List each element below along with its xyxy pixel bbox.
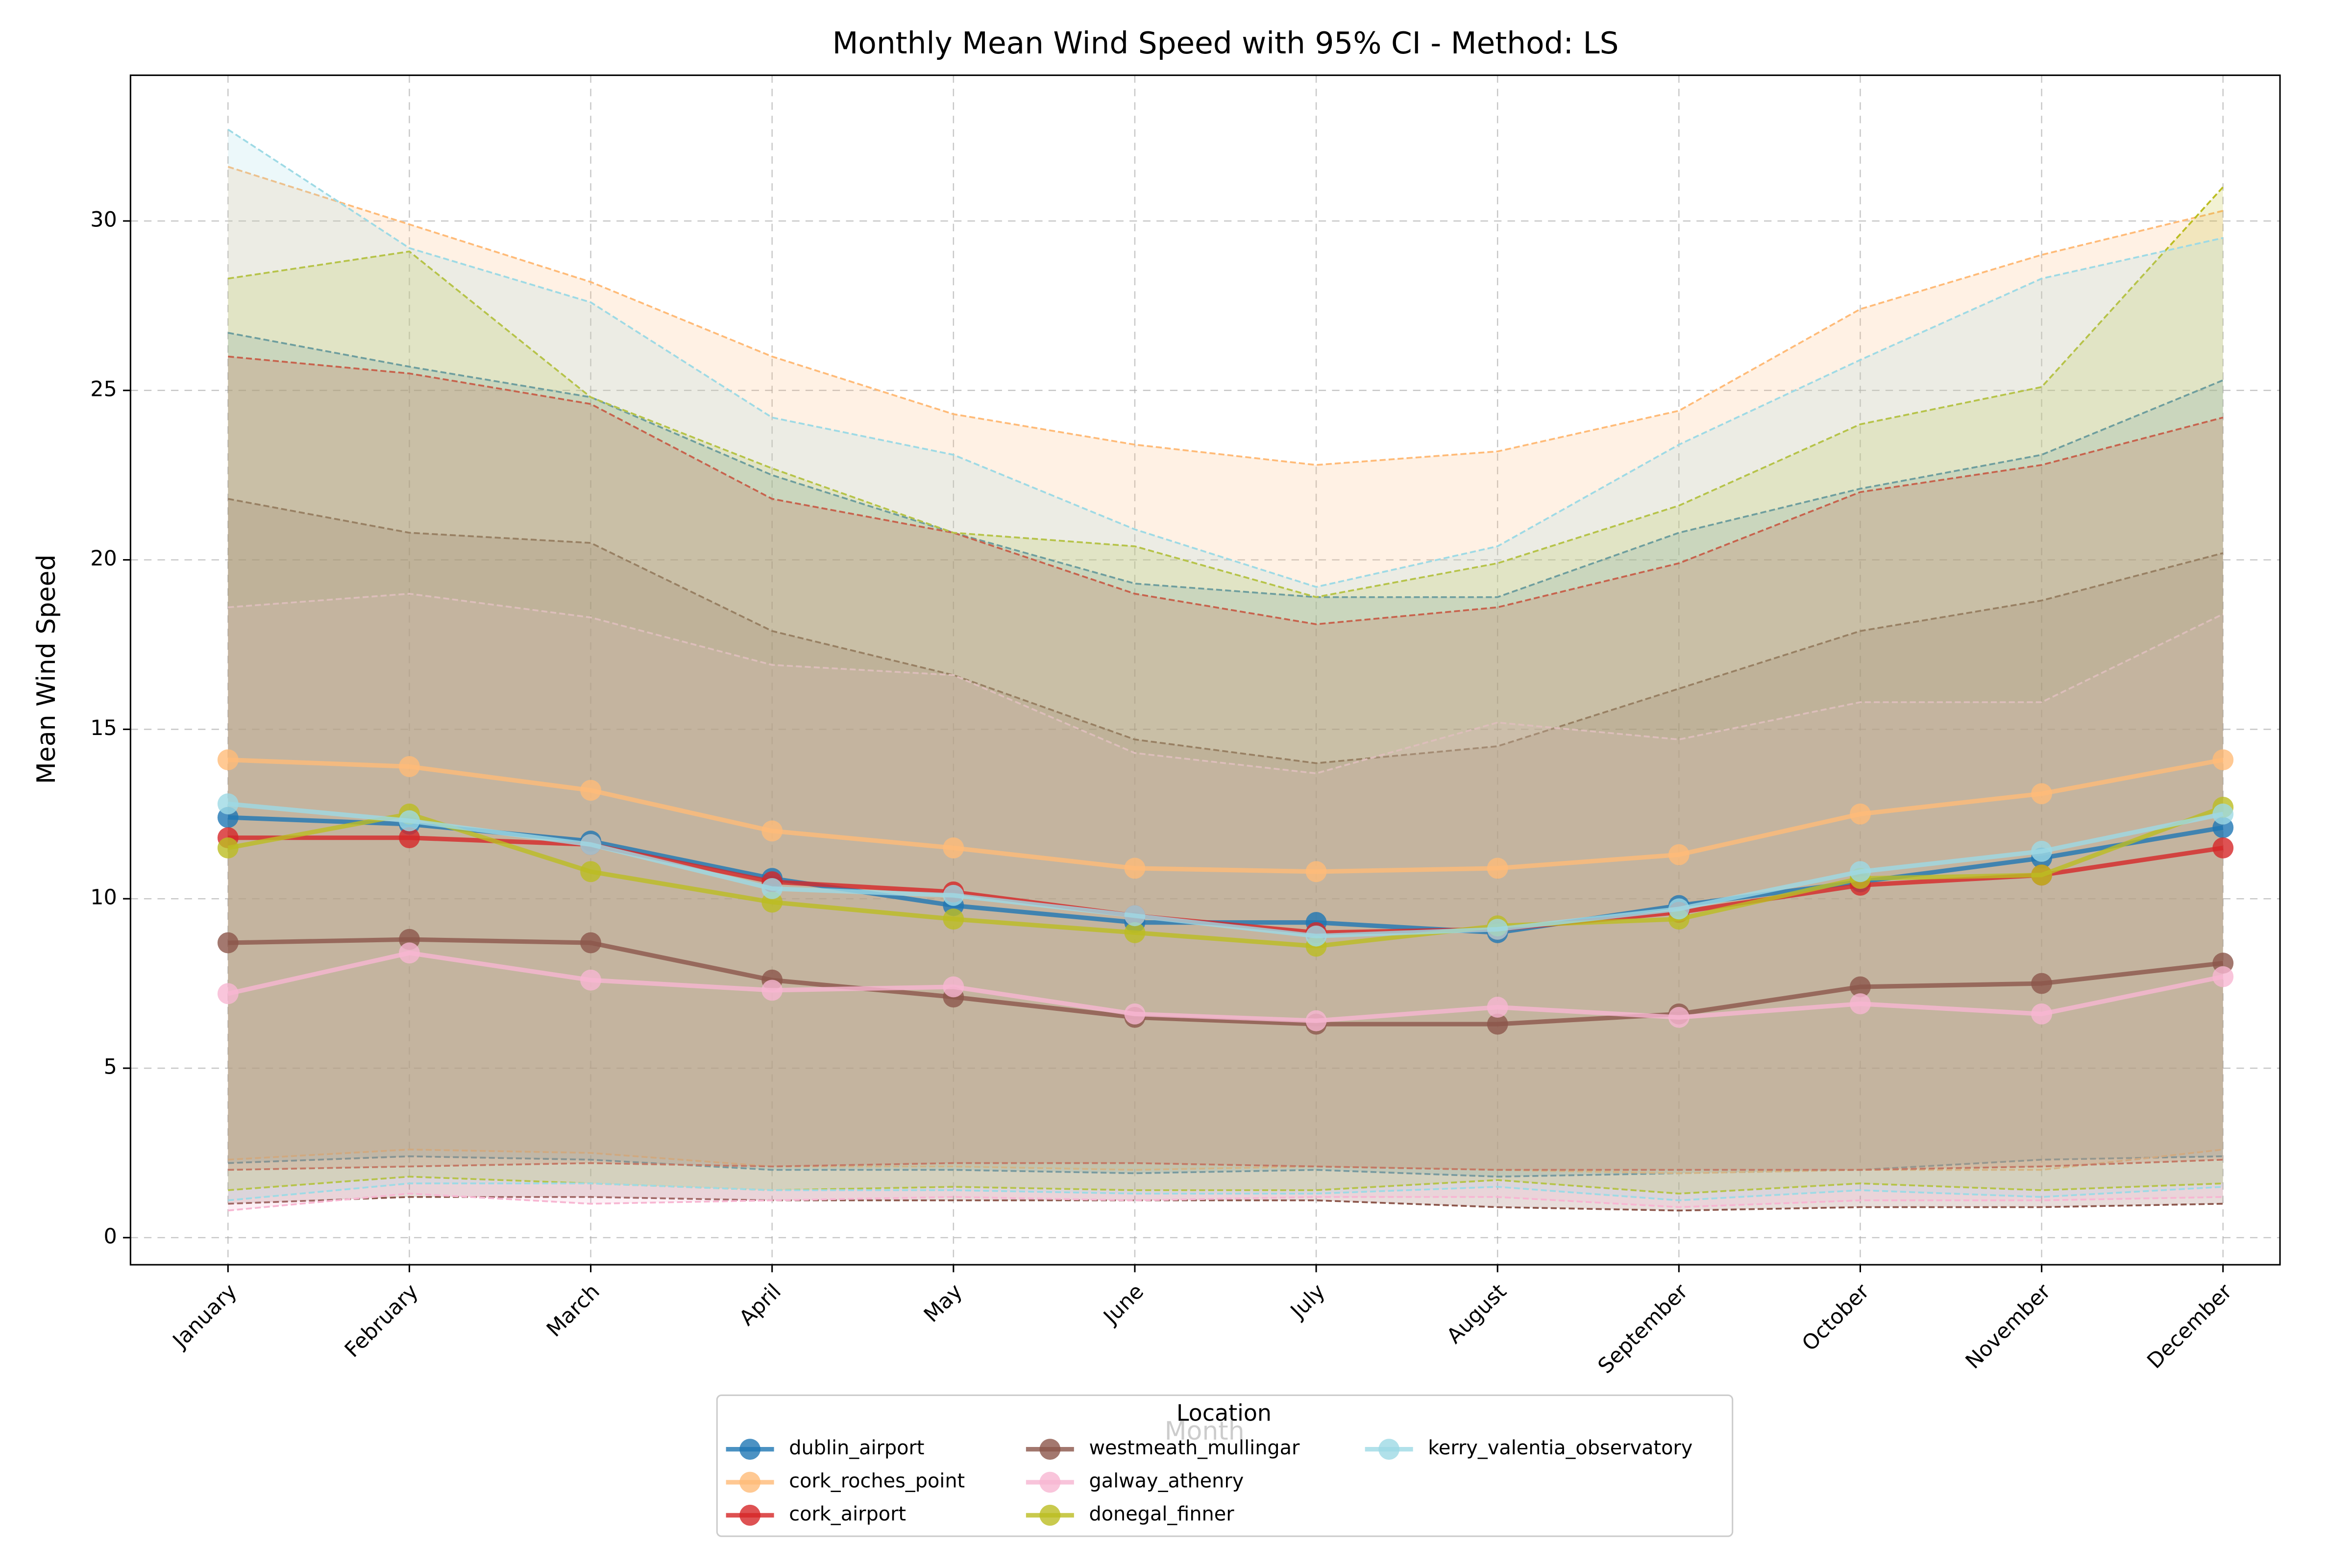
ci-band <box>228 187 2223 1194</box>
mean-marker <box>580 861 601 882</box>
y-tick-label: 10 <box>90 885 117 910</box>
ci-upper-line <box>228 186 2224 598</box>
mean-marker <box>1850 803 1871 825</box>
mean-marker <box>761 820 783 842</box>
y-tick-label: 25 <box>90 377 117 401</box>
mean-marker <box>399 942 420 964</box>
mean-marker <box>2031 864 2053 886</box>
mean-marker <box>1487 1013 1508 1035</box>
legend-marker <box>1039 1471 1061 1493</box>
mean-marker <box>217 749 239 771</box>
ci-band <box>228 499 2223 1211</box>
ci-band <box>228 593 2223 1211</box>
legend-label: dublin_airport <box>789 1437 924 1459</box>
mean-line <box>227 805 2224 949</box>
ci-band <box>228 129 2223 1200</box>
legend-marker <box>739 1471 761 1493</box>
ci-lower-line <box>228 1176 2223 1195</box>
mean-marker <box>2031 973 2053 994</box>
mean-marker <box>1124 1003 1146 1025</box>
legend: Location dublin_airport cork_roches_pointc… <box>716 1394 1734 1537</box>
mean-marker <box>217 983 239 1004</box>
ci-upper-line <box>228 592 2224 775</box>
mean-marker <box>1487 997 1508 1018</box>
mean-marker <box>2031 783 2053 805</box>
mean-marker <box>943 884 964 906</box>
legend-label: westmeath_mullingar <box>1089 1437 1300 1459</box>
legend-title: Location <box>1176 1400 1272 1426</box>
mean-marker <box>2212 837 2234 858</box>
ci-upper-line <box>227 166 2224 466</box>
ci-upper-line <box>228 355 2224 625</box>
mean-line <box>228 758 2224 874</box>
axes-frame <box>129 74 2281 1266</box>
mean-marker <box>1668 1006 1690 1028</box>
mean-marker <box>217 793 239 814</box>
mean-marker <box>761 878 783 899</box>
mean-marker <box>1305 1010 1327 1031</box>
legend-label: cork_roches_point <box>789 1470 965 1493</box>
ci-lower-line <box>228 1182 2223 1201</box>
mean-marker <box>2212 749 2234 771</box>
chart-title: Monthly Mean Wind Speed with 95% CI - Me… <box>833 26 1619 61</box>
mean-marker <box>1850 993 1871 1015</box>
y-axis-label: Mean Wind Speed <box>32 554 61 784</box>
mean-marker <box>580 780 601 801</box>
mean-line <box>228 937 2224 1027</box>
mean-marker <box>399 756 420 777</box>
mean-line <box>227 801 2224 938</box>
mean-marker <box>2212 803 2234 825</box>
ci-lower-line <box>228 1193 2223 1212</box>
mean-marker <box>943 976 964 998</box>
legend-box <box>716 1394 1734 1537</box>
mean-marker <box>943 837 964 858</box>
ci-upper-line <box>227 498 2224 764</box>
mean-marker <box>1124 905 1146 927</box>
legend-marker <box>1039 1504 1061 1526</box>
mean-line <box>227 951 2224 1023</box>
mean-marker <box>761 980 783 1001</box>
mean-marker <box>2212 966 2234 987</box>
mean-marker <box>580 834 601 855</box>
mean-marker <box>2031 840 2053 862</box>
mean-marker <box>2031 1003 2053 1025</box>
mean-marker <box>1487 918 1508 940</box>
mean-marker <box>1668 844 1690 865</box>
mean-marker <box>1305 861 1327 882</box>
y-tick-label: 0 <box>104 1224 117 1249</box>
y-tick-label: 15 <box>90 716 117 740</box>
legend-marker <box>1378 1439 1400 1460</box>
legend-marker <box>739 1504 761 1526</box>
mean-marker <box>1124 922 1146 943</box>
ci-upper-line <box>227 332 2224 598</box>
mean-marker <box>943 908 964 930</box>
mean-marker <box>1668 898 1690 920</box>
legend-label: galway_athenry <box>1089 1470 1244 1493</box>
y-tick-label: 5 <box>104 1054 117 1079</box>
mean-marker <box>399 827 420 849</box>
ci-band <box>228 333 2223 1177</box>
mean-marker <box>1850 976 1871 998</box>
mean-marker <box>217 932 239 954</box>
ci-upper-line <box>227 128 2224 588</box>
legend-label: donegal_finner <box>1089 1503 1234 1525</box>
ci-band <box>228 167 2223 1174</box>
mean-marker <box>1305 925 1327 947</box>
mean-marker <box>1850 861 1871 882</box>
legend-label: cork_airport <box>789 1503 906 1525</box>
mean-marker <box>399 810 420 832</box>
legend-marker <box>739 1439 761 1460</box>
legend-marker <box>1039 1439 1061 1460</box>
mean-marker <box>1487 858 1508 879</box>
mean-marker <box>217 837 239 858</box>
y-tick-label: 20 <box>90 546 117 571</box>
y-tick-label: 30 <box>90 207 117 232</box>
mean-marker <box>580 932 601 954</box>
mean-marker <box>580 969 601 991</box>
legend-label: kerry_valentia_observatory <box>1428 1437 1692 1459</box>
mean-marker <box>1124 858 1146 879</box>
